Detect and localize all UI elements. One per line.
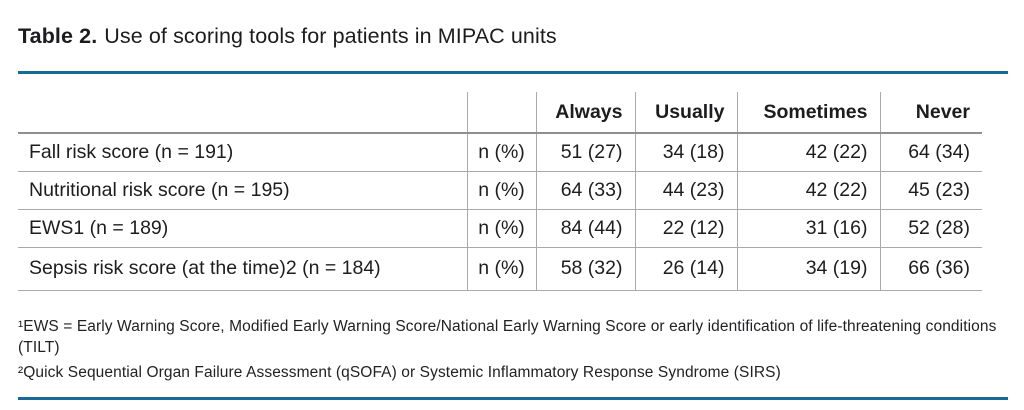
column-header-sometimes: Sometimes [737,92,881,134]
value-sometimes: 34 (19) [737,247,881,291]
value-usually: 22 (12) [635,209,738,248]
column-header-usually: Usually [635,92,738,134]
bottom-divider-rule [18,396,1008,400]
value-always: 58 (32) [536,247,636,291]
row-measure: n (%) [467,209,537,248]
table-footnotes: ¹EWS = Early Warning Score, Modified Ear… [18,316,1003,383]
row-measure: n (%) [467,171,537,210]
row-measure: n (%) [467,247,537,291]
table-title-number: Table 2. [18,24,98,48]
table-header-row: Always Usually Sometimes Never [18,92,982,134]
value-never: 64 (34) [880,133,982,172]
value-always: 51 (27) [536,133,636,172]
row-measure: n (%) [467,133,537,172]
value-sometimes: 42 (22) [737,171,881,210]
column-header-never: Never [880,92,982,134]
row-label: Sepsis risk score (at the time)2 (n = 18… [18,247,468,291]
row-label: Nutritional risk score (n = 195) [18,171,468,210]
value-never: 52 (28) [880,209,982,248]
table-row: Sepsis risk score (at the time)2 (n = 18… [18,247,982,291]
table-title-text: Use of scoring tools for patients in MIP… [104,24,557,48]
footnote-sepsis: ²Quick Sequential Organ Failure Assessme… [18,363,781,381]
header-empty-measure-cell [467,92,537,134]
table-row: Fall risk score (n = 191) n (%) 51 (27) … [18,133,982,172]
row-label: EWS1 (n = 189) [18,209,468,248]
footnote-ews: ¹EWS = Early Warning Score, Modified Ear… [18,317,997,356]
column-header-always: Always [536,92,636,134]
row-label: Fall risk score (n = 191) [18,133,468,172]
top-divider-rule [18,71,1008,74]
value-sometimes: 42 (22) [737,133,881,172]
value-sometimes: 31 (16) [737,209,881,248]
table-row: EWS1 (n = 189) n (%) 84 (44) 22 (12) 31 … [18,209,982,248]
table-title: Table 2. Use of scoring tools for patient… [18,22,1008,50]
value-never: 66 (36) [880,247,982,291]
header-empty-label-cell [18,92,468,134]
value-always: 64 (33) [536,171,636,210]
value-always: 84 (44) [536,209,636,248]
value-usually: 34 (18) [635,133,738,172]
table-row: Nutritional risk score (n = 195) n (%) 6… [18,171,982,210]
scoring-tools-table: Always Usually Sometimes Never Fall risk… [18,92,982,291]
value-usually: 44 (23) [635,171,738,210]
value-never: 45 (23) [880,171,982,210]
value-usually: 26 (14) [635,247,738,291]
